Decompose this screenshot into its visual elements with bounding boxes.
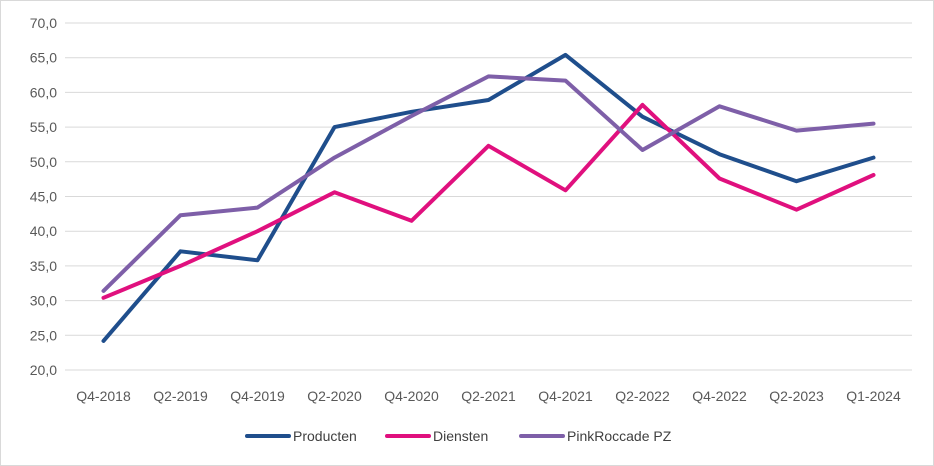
x-tick-label: Q1-2024	[846, 388, 901, 404]
x-tick-label: Q2-2019	[153, 388, 208, 404]
x-tick-label: Q4-2019	[230, 388, 285, 404]
legend-label: Diensten	[433, 428, 488, 444]
x-tick-label: Q2-2023	[769, 388, 824, 404]
y-tick-label: 40,0	[30, 223, 57, 239]
y-axis-ticks: 20,0 25,0 30,0 35,0 40,0 45,0 50,0 55,0 60,0 65,0…	[30, 15, 57, 378]
y-tick-label: 70,0	[30, 15, 57, 31]
series-lines	[101, 52, 876, 343]
series-line-1	[101, 102, 876, 300]
x-tick-label: Q4-2020	[384, 388, 439, 404]
series-line-2	[101, 74, 876, 293]
y-tick-label: 60,0	[30, 84, 57, 100]
y-tick-label: 45,0	[30, 189, 57, 205]
legend: Producten Diensten PinkRoccade PZ	[245, 428, 672, 444]
y-tick-label: 20,0	[30, 362, 57, 378]
y-tick-label: 50,0	[30, 154, 57, 170]
y-tick-label: 30,0	[30, 293, 57, 309]
gridlines	[65, 22, 912, 371]
x-tick-label: Q4-2021	[538, 388, 593, 404]
x-tick-label: Q2-2021	[461, 388, 516, 404]
series-line-0	[101, 52, 876, 343]
x-tick-label: Q4-2018	[76, 388, 131, 404]
y-tick-label: 25,0	[30, 327, 57, 343]
legend-label: PinkRoccade PZ	[567, 428, 672, 444]
legend-label: Producten	[293, 428, 357, 444]
y-tick-label: 35,0	[30, 258, 57, 274]
x-axis-ticks: Q4-2018 Q2-2019 Q4-2019 Q2-2020 Q4-2020 Q2-20…	[76, 388, 901, 404]
x-tick-label: Q2-2020	[307, 388, 362, 404]
y-tick-label: 65,0	[30, 50, 57, 66]
x-tick-label: Q2-2022	[615, 388, 670, 404]
x-tick-label: Q4-2022	[692, 388, 747, 404]
y-tick-label: 55,0	[30, 119, 57, 135]
